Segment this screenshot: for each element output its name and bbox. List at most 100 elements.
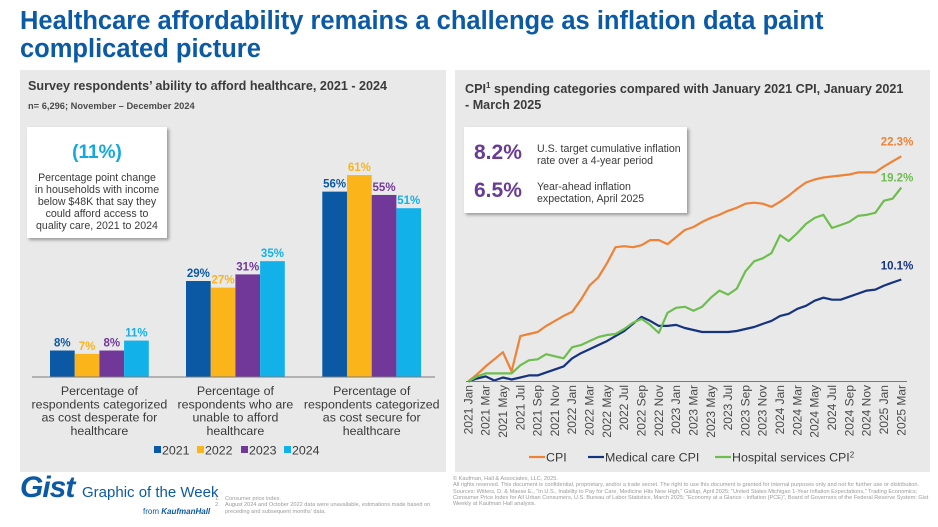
x-tick-label: 2023 Jul xyxy=(721,385,735,430)
x-tick-label: 2025 Jan xyxy=(877,385,891,434)
callout-description: Percentage point change in households wi… xyxy=(34,172,160,232)
affordability-callout: (11%) Percentage point change in househo… xyxy=(27,127,167,238)
bar-value-label: 29% xyxy=(187,268,210,280)
bar-value-label: 56% xyxy=(323,179,346,191)
category-label: Percentage of xyxy=(197,384,275,398)
callout-value: (11%) xyxy=(72,142,122,163)
bar-2023 xyxy=(235,274,261,377)
gist-tagline: Graphic of the Week xyxy=(82,484,219,501)
bar-2021 xyxy=(186,281,211,377)
x-tick-label: 2024 Mar xyxy=(790,385,804,436)
x-tick-label: 2023 Nov xyxy=(756,385,770,436)
legend-swatch-2024 xyxy=(284,446,291,453)
bar-2022 xyxy=(74,353,100,377)
kaufmanhall-brand: from KaufmanHall xyxy=(143,507,210,516)
bar-value-label: 27% xyxy=(212,275,235,287)
inflation-stats-callout: 8.2% U.S. target cumulative inflation ra… xyxy=(464,127,687,213)
legend-swatch-2021 xyxy=(154,446,161,453)
category-label: respondents who are xyxy=(178,397,294,411)
bar-2024 xyxy=(124,340,149,377)
legend-swatch-2022 xyxy=(197,446,204,453)
title-rest: spending categories compared with Januar… xyxy=(465,82,904,113)
stat-label: U.S. target cumulative inflation rate ov… xyxy=(537,143,681,167)
bar-value-label: 7% xyxy=(79,341,96,353)
legend-label-2021: 2021 xyxy=(162,444,190,458)
x-tick-label: 2024 May xyxy=(808,385,822,438)
bar-value-label: 61% xyxy=(348,162,371,174)
category-label: as cost desperate for xyxy=(42,411,158,425)
stat-value: 8.2% xyxy=(474,141,522,164)
bar-2023 xyxy=(371,194,397,377)
x-tick-label: 2024 Jan xyxy=(773,385,787,434)
end-value-label: 10.1% xyxy=(881,260,914,272)
bar-2024 xyxy=(260,261,285,377)
x-tick-label: 2021 Nov xyxy=(548,385,562,436)
gist-logo: Gist xyxy=(20,471,75,504)
x-tick-label: 2021 Jan xyxy=(461,385,475,434)
rights-statement: All rights reserved. This document is co… xyxy=(453,482,920,489)
legend-label: Medical care CPI xyxy=(605,451,699,465)
bar-value-label: 8% xyxy=(54,338,71,350)
series-line-hospital-services-cpi xyxy=(467,186,903,383)
brand-name: KaufmanHall xyxy=(161,507,211,516)
legend-label: Hospital services CPI2 xyxy=(732,451,855,465)
legend-label-2024: 2024 xyxy=(292,444,320,458)
category-label: as cost secure for xyxy=(323,411,421,425)
x-tick-label: 2022 May xyxy=(600,385,614,438)
bar-value-label: 35% xyxy=(261,248,284,260)
category-label: healthcare xyxy=(70,424,128,438)
category-label: healthcare xyxy=(343,424,401,438)
left-panel-title: Survey respondents’ ability to afford he… xyxy=(28,79,388,93)
sources: Sources: Witters, D. & Maese E., “In U.S… xyxy=(453,488,929,508)
x-tick-label: 2025 Mar xyxy=(894,385,908,436)
category-label: respondents categorized xyxy=(32,397,168,411)
x-tick-label: 2022 Jan xyxy=(565,385,579,434)
legend-label: CPI xyxy=(546,451,567,465)
category-label: unable to afford xyxy=(192,411,278,425)
x-tick-label: 2023 May xyxy=(704,385,718,438)
title-footnote-ref: 1 xyxy=(486,81,491,90)
category-label: respondents categorized xyxy=(304,397,440,411)
bar-2022 xyxy=(210,287,236,377)
right-panel-title: CPI1 spending categories compared with J… xyxy=(465,78,905,113)
x-tick-label: 2024 Nov xyxy=(860,385,874,436)
stat-label: Year-ahead inflation expectation, April … xyxy=(537,181,645,205)
end-value-label: 22.3% xyxy=(881,136,914,148)
bar-value-label: 8% xyxy=(103,338,120,350)
from-label: from xyxy=(143,507,159,516)
legal-notice: © Kaufman, Hall & Associates, LLC, 2025.… xyxy=(453,476,933,507)
bar-2022 xyxy=(347,175,372,377)
x-tick-label: 2024 Jul xyxy=(825,385,839,430)
x-tick-label: 2024 Sep xyxy=(842,385,856,437)
category-label: healthcare xyxy=(206,424,264,438)
series-line-cpi xyxy=(467,155,902,383)
legend-label-2023: 2023 xyxy=(249,444,277,458)
x-tick-label: 2021 Jul xyxy=(513,385,527,430)
legend-footnote-ref: 2 xyxy=(850,451,855,460)
footnote-1: 1. Consumer price index. xyxy=(215,496,281,502)
bar-value-label: 31% xyxy=(236,261,259,273)
series-line-medical-care-cpi xyxy=(467,278,902,383)
category-label: Percentage of xyxy=(333,384,411,398)
x-tick-label: 2022 Jul xyxy=(617,385,631,430)
bar-2023 xyxy=(99,350,125,377)
bar-2021 xyxy=(50,350,75,377)
title-cpi: CPI xyxy=(465,82,486,97)
page-title: Healthcare affordability remains a chall… xyxy=(20,7,824,63)
x-tick-label: 2021 May xyxy=(496,385,510,438)
end-value-label: 19.2% xyxy=(881,173,914,185)
footnote-2: 2. August 2024 and October 2022 data were… xyxy=(215,502,431,515)
x-tick-label: 2023 Jan xyxy=(669,385,683,434)
x-tick-label: 2023 Mar xyxy=(686,385,700,436)
bar-value-label: 51% xyxy=(397,195,420,207)
x-tick-label: 2023 Sep xyxy=(738,385,752,437)
left-panel-subtitle: n= 6,296; November – December 2024 xyxy=(28,101,195,111)
bar-value-label: 55% xyxy=(373,182,396,194)
copyright: © Kaufman, Hall & Associates, LLC, 2025. xyxy=(453,476,558,482)
footnotes: 1. Consumer price index. 2. August 2024 an… xyxy=(215,496,450,515)
x-tick-label: 2022 Sep xyxy=(635,385,649,437)
x-tick-label: 2021 Mar xyxy=(479,385,493,436)
x-tick-label: 2022 Nov xyxy=(652,385,666,436)
